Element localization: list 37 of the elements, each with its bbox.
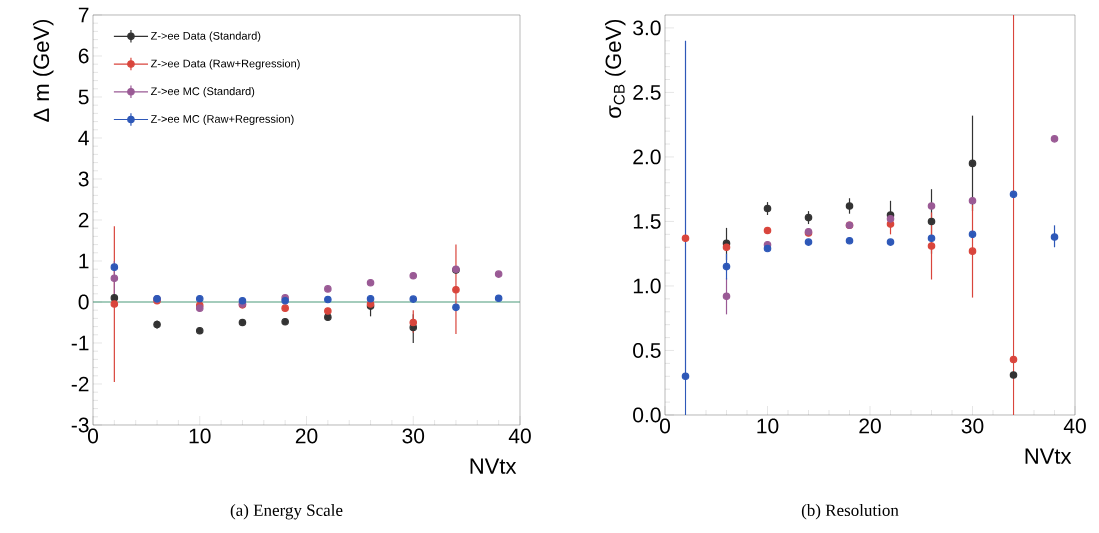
x-axis-title: NVtx	[1025, 448, 1072, 464]
x-axis-title: NVtx	[470, 458, 517, 474]
y-tick-label: 2.0	[633, 149, 661, 165]
x-tick-label: 10	[757, 418, 779, 434]
x-tick-label: 40	[508, 428, 531, 444]
y-tick-label: 3	[78, 171, 89, 187]
y-tick-label: 1.0	[633, 278, 661, 294]
x-tick-label: 30	[402, 428, 425, 444]
y-tick-label: 0.0	[633, 407, 661, 423]
y-tick-label: 5	[78, 89, 89, 105]
x-tick-label: 40	[1063, 418, 1086, 434]
y-tick-label: 0	[78, 294, 89, 310]
y-tick-label: 3.0	[633, 20, 661, 36]
x-tick-label: 10	[189, 428, 211, 444]
y-tick-label: 1	[79, 253, 89, 269]
legend-label: Z->ee Data (Raw+Regression)	[150, 59, 300, 70]
y-axis-title: σ$_{CB}$ (GeV)	[604, 19, 626, 118]
y-tick-label: 1.5	[633, 214, 661, 229]
y-tick-label: 2.5	[633, 84, 661, 100]
legend-label: Z->ee MC (Raw+Regression)	[150, 114, 294, 126]
text: (a) Energy Scale	[230, 504, 343, 520]
legend-label: Z->ee Data (Standard)	[150, 31, 261, 42]
x-tick-label: 30	[961, 418, 984, 434]
y-tick-label: 7	[78, 7, 89, 23]
x-tick-label: 20	[859, 418, 881, 434]
y-tick-label: -3	[71, 417, 89, 433]
y-tick-label: 4	[78, 130, 89, 146]
y-tick-label: 6	[78, 48, 89, 64]
y-tick-label: 0.5	[633, 343, 661, 358]
text: (b) Resolution	[801, 504, 899, 520]
y-tick-label: 2	[78, 212, 89, 228]
legend-label: Z->ee MC (Standard)	[150, 87, 255, 98]
y-axis-title: Δ m (GeV)	[32, 19, 54, 122]
x-tick-label: 0	[659, 418, 671, 434]
x-tick-label: 20	[295, 428, 318, 444]
y-tick-label: -1	[71, 335, 89, 351]
y-tick-label: -2	[71, 376, 89, 392]
